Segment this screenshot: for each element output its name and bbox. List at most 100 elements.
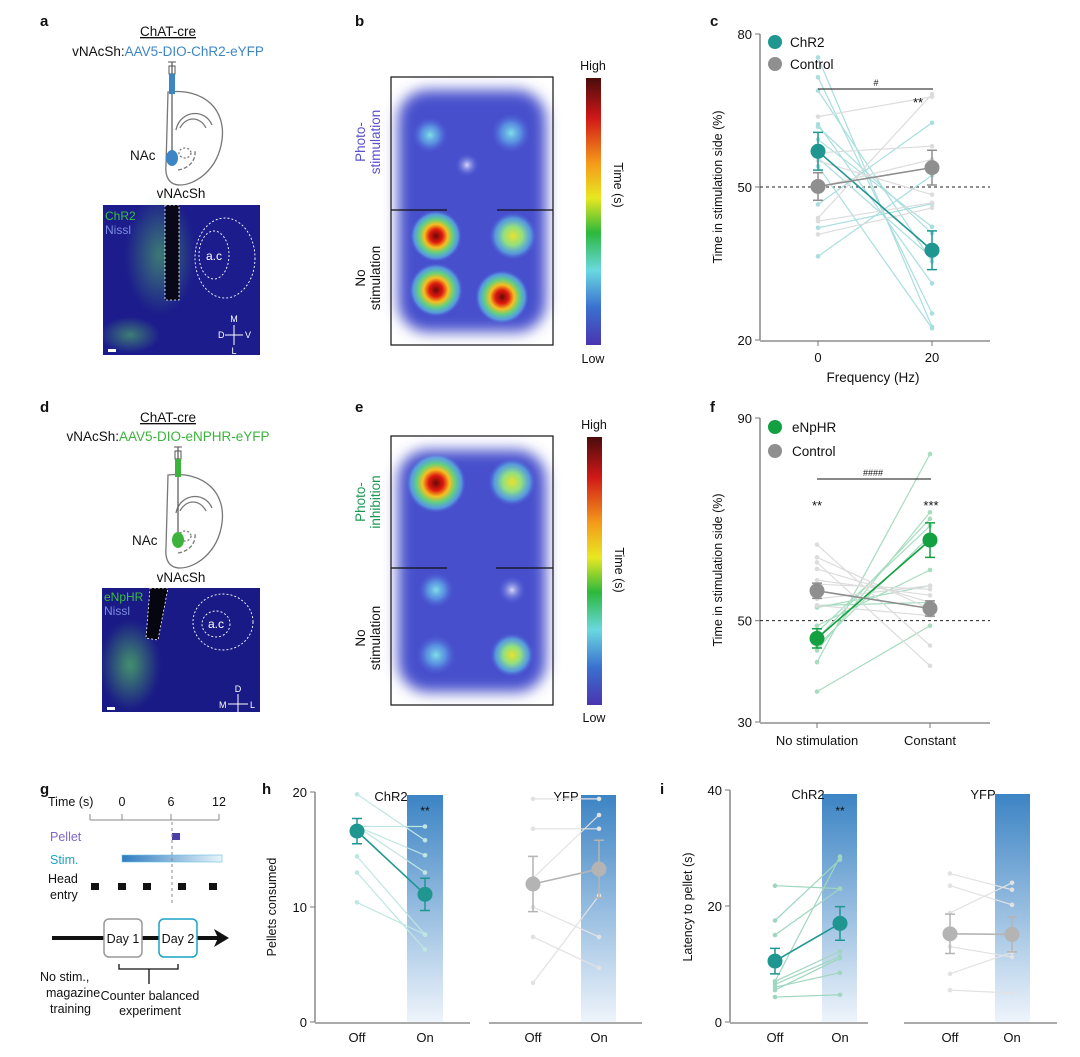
chart-h-chr2: 0 10 20 Off On ChR2 <box>293 785 470 1045</box>
significance-stars: ** <box>835 804 845 818</box>
individual-point <box>929 120 935 126</box>
individual-line <box>949 885 1013 906</box>
individual-point <box>837 886 843 891</box>
mean-line <box>817 150 933 251</box>
individual-line <box>817 145 933 154</box>
occupancy-hotspot <box>488 458 536 506</box>
panel-a: a ChAT-cre vNAcSh:AAV5-DIO-ChR2-eYFP NAc… <box>40 13 264 356</box>
legend-label-control: Control <box>790 57 834 72</box>
chart-f: 30 50 90 No stimulation Constant <box>738 411 990 748</box>
significance-stars: ** <box>913 95 923 110</box>
individual-point <box>814 566 820 572</box>
injection-site: vNAcSh: <box>66 429 119 444</box>
individual-point <box>947 883 953 888</box>
pellet-marker <box>172 833 180 840</box>
individual-line <box>356 793 426 841</box>
colorbar-label: Time (s) <box>611 162 625 207</box>
individual-point <box>596 812 602 818</box>
x-tick-label: Off <box>941 1030 958 1045</box>
individual-point <box>814 623 820 629</box>
individual-point <box>815 114 821 119</box>
y-tick-label: 0 <box>300 1015 307 1030</box>
individual-point <box>354 854 360 859</box>
individual-line <box>817 126 933 234</box>
individual-point <box>530 796 536 802</box>
significance-hash: #### <box>863 468 883 478</box>
histology-image <box>100 195 260 355</box>
heatmap <box>398 450 546 692</box>
significance-stars-right: *** <box>923 498 938 513</box>
y-tick-label: 20 <box>708 899 722 914</box>
individual-point <box>1009 887 1015 893</box>
legend-marker-control <box>768 444 782 458</box>
arena-border <box>390 76 554 346</box>
mean-point <box>809 583 825 599</box>
compass-left: M <box>219 700 227 710</box>
subplot-title: YFP <box>970 787 995 802</box>
occupancy-hotspot <box>455 153 479 177</box>
individual-point <box>530 980 536 986</box>
mean-point <box>924 242 940 258</box>
individual-point <box>927 583 933 589</box>
bottom-zone-label: Nostimulation <box>353 246 383 311</box>
arena-border <box>390 435 554 706</box>
mean-line <box>532 868 600 885</box>
individual-line <box>817 77 933 314</box>
individual-point <box>814 560 820 565</box>
individual-line <box>817 122 933 205</box>
y-tick-label: 50 <box>738 614 752 629</box>
individual-point <box>1009 880 1015 886</box>
time-tick-0: 0 <box>119 795 126 809</box>
individual-line <box>816 585 931 609</box>
individual-point <box>772 994 778 1000</box>
individual-point <box>1009 954 1015 960</box>
stain-nissl-label: Nissl <box>105 223 131 237</box>
individual-point <box>814 603 820 608</box>
mean-point <box>832 915 848 931</box>
individual-line <box>949 989 1013 994</box>
individual-point <box>422 824 428 829</box>
colorbar <box>587 437 602 705</box>
individual-line <box>949 951 1013 975</box>
individual-point <box>596 796 602 802</box>
mean-line <box>817 166 933 188</box>
individual-line <box>816 604 931 617</box>
compass-bottom: L <box>231 346 236 356</box>
top-zone-line2: stimulation <box>368 110 383 175</box>
brain-diagram-icon <box>165 473 224 569</box>
individual-line <box>816 585 931 600</box>
panel-c: c 20 50 80 0 20 Time in stimulation side (%)… <box>710 13 990 385</box>
individual-line <box>817 207 933 236</box>
individual-line <box>817 57 933 327</box>
time-axis-label: Time (s) <box>48 795 93 809</box>
significance-stars-left: ** <box>812 498 822 513</box>
individual-point <box>815 124 821 130</box>
legend-label-enphr: eNpHR <box>792 420 837 435</box>
individual-point <box>929 143 935 149</box>
individual-line <box>356 872 426 950</box>
subplot-title: ChR2 <box>791 787 824 802</box>
legend-marker-chr2 <box>768 35 782 49</box>
x-tick-label: Off <box>348 1030 365 1045</box>
individual-point <box>596 934 602 940</box>
occupancy-hotspot <box>491 113 531 153</box>
occupancy-hotspot <box>412 117 448 153</box>
individual-line <box>774 994 841 998</box>
individual-point <box>927 516 933 522</box>
individual-point <box>837 854 843 859</box>
y-axis-label: Time in stimulation side (%) <box>711 110 725 263</box>
mean-point <box>810 178 826 194</box>
individual-point <box>422 932 428 937</box>
panel-label: i <box>660 781 664 798</box>
mean-point <box>417 886 433 902</box>
orientation-compass: M D V L <box>218 314 251 356</box>
colorbar-low: Low <box>583 711 607 725</box>
panel-i: i Latency to pellet (s) 0 20 40 Off On ChR2 O… <box>660 781 1057 1045</box>
individual-line <box>816 579 931 596</box>
individual-line <box>532 814 600 879</box>
individual-point <box>947 987 953 993</box>
mean-line <box>774 922 841 962</box>
individual-point <box>422 870 428 875</box>
individual-point <box>422 838 428 843</box>
individual-point <box>814 659 820 665</box>
